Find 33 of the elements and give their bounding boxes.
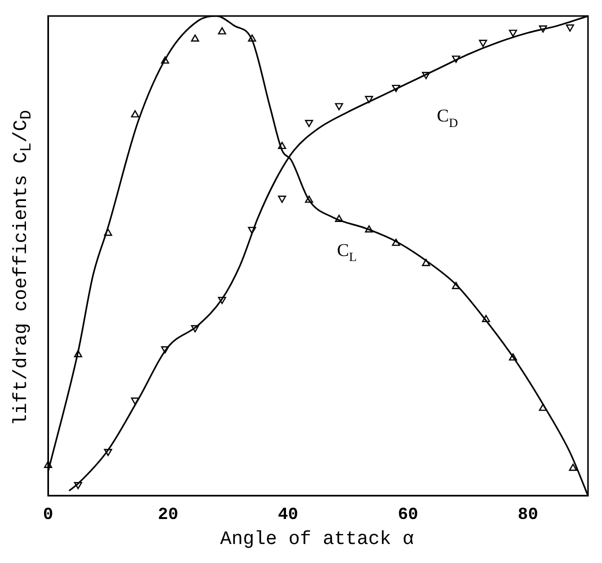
point <box>508 353 518 361</box>
point <box>304 120 314 128</box>
point <box>422 72 430 80</box>
point <box>334 103 344 110</box>
point <box>508 30 518 37</box>
point <box>248 226 256 234</box>
x-tick-label: 60 <box>398 506 418 526</box>
point <box>452 56 460 63</box>
x-tick-label: 0 <box>43 506 54 526</box>
point <box>278 196 286 203</box>
point <box>392 238 400 246</box>
point <box>538 404 548 411</box>
x-tick-label: 80 <box>518 506 538 526</box>
point <box>44 460 52 468</box>
point <box>538 25 548 33</box>
point <box>452 282 460 290</box>
point <box>364 96 374 104</box>
point <box>304 196 314 203</box>
x-tick-label: 40 <box>278 506 298 526</box>
point <box>568 464 578 471</box>
point <box>566 24 574 32</box>
point <box>482 314 490 322</box>
point <box>278 142 286 150</box>
x-axis-title: Angle of attack α <box>219 528 415 550</box>
point <box>104 228 112 236</box>
point <box>334 214 344 222</box>
point <box>478 40 488 47</box>
point <box>392 84 400 92</box>
x-tick-label: 20 <box>158 506 178 526</box>
point <box>74 350 82 358</box>
point <box>422 258 430 266</box>
point <box>131 110 140 118</box>
point <box>364 225 374 232</box>
